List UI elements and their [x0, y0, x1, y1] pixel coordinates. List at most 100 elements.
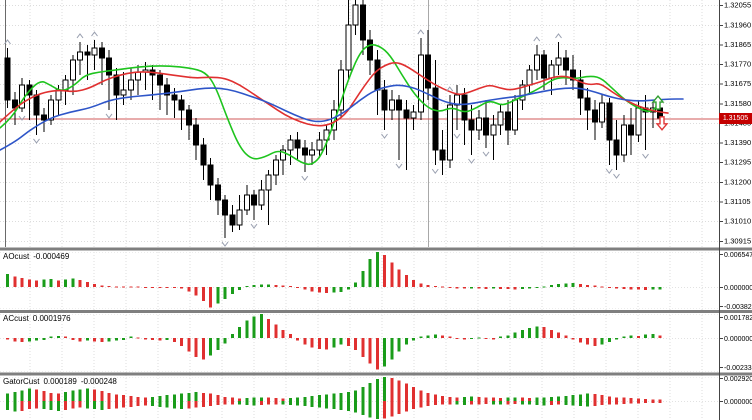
- histogram-bar: [607, 401, 611, 405]
- histogram-bar: [27, 279, 31, 287]
- bull-candle: [91, 47, 98, 56]
- histogram-bar: [658, 399, 662, 401]
- histogram-bar: [571, 395, 575, 401]
- histogram-bar: [6, 274, 9, 287]
- histogram-bar: [636, 335, 640, 338]
- bull-candle: [490, 124, 497, 136]
- histogram-bar: [578, 401, 582, 406]
- fractal-down-icon: [381, 133, 388, 139]
- histogram-bar: [448, 287, 452, 288]
- histogram-bar: [230, 401, 234, 405]
- histogram-bar: [542, 327, 546, 338]
- fractal-up-icon: [533, 36, 541, 42]
- histogram-bar: [317, 395, 321, 401]
- histogram-bar: [513, 287, 517, 290]
- histogram-bar: [35, 401, 38, 409]
- histogram-bar: [303, 401, 307, 406]
- histogram-bar: [310, 401, 314, 407]
- indicator-value: -0.000469: [33, 252, 70, 261]
- bear-candle: [200, 144, 207, 166]
- svg-text:1.31105: 1.31105: [724, 197, 751, 206]
- histogram-bar: [71, 401, 75, 409]
- histogram-bar: [252, 397, 256, 401]
- histogram-bar: [375, 378, 379, 401]
- histogram-bar: [368, 401, 372, 418]
- histogram-bar: [114, 286, 118, 288]
- bear-candle: [4, 57, 11, 101]
- histogram-bar: [194, 287, 198, 296]
- bear-candle: [222, 199, 228, 216]
- histogram-bar: [441, 396, 444, 401]
- indicator-histogram-aocust: [6, 252, 662, 308]
- histogram-bar: [288, 401, 292, 406]
- histogram-bar: [223, 396, 227, 401]
- histogram-bar: [644, 401, 647, 404]
- histogram-bar: [470, 396, 473, 401]
- histogram-bar: [404, 383, 408, 401]
- histogram-bar: [129, 336, 133, 338]
- histogram-bar: [230, 287, 234, 294]
- histogram-bar: [27, 388, 31, 401]
- histogram-bar: [64, 391, 67, 401]
- histogram-bar: [56, 401, 60, 411]
- bull-candle: [526, 69, 533, 86]
- histogram-bar: [644, 398, 647, 401]
- histogram-bar: [114, 338, 118, 341]
- histogram-bar: [542, 401, 546, 406]
- bull-candle: [258, 189, 265, 206]
- histogram-bar: [78, 280, 82, 287]
- histogram-bar: [296, 338, 299, 341]
- bull-candle: [120, 89, 127, 96]
- histogram-bar: [629, 398, 633, 401]
- bull-candle: [287, 139, 294, 151]
- histogram-bar: [470, 287, 473, 289]
- bear-candle: [562, 57, 569, 71]
- histogram-bar: [354, 390, 357, 401]
- svg-text:1.31675: 1.31675: [724, 79, 751, 88]
- histogram-bar: [303, 287, 307, 290]
- histogram-bar: [383, 377, 386, 401]
- histogram-bar: [615, 287, 618, 289]
- bear-candle: [229, 214, 236, 226]
- bull-candle: [236, 209, 243, 226]
- histogram-bar: [151, 286, 154, 288]
- histogram-bar: [549, 285, 553, 287]
- histogram-bar: [419, 336, 423, 338]
- histogram-bar: [325, 338, 328, 350]
- histogram-bar: [470, 338, 473, 339]
- histogram-bar: [317, 287, 321, 293]
- histogram-bar: [651, 401, 655, 404]
- fractal-down-icon: [18, 115, 26, 121]
- fractal-down-icon: [250, 223, 258, 229]
- histogram-bar: [20, 277, 24, 287]
- histogram-bar: [441, 401, 444, 405]
- histogram-bar: [267, 284, 270, 287]
- histogram-bar: [636, 401, 640, 404]
- histogram-bar: [571, 282, 575, 287]
- svg-text:0.0017827: 0.0017827: [724, 315, 752, 322]
- histogram-bar: [542, 286, 546, 288]
- histogram-bar: [397, 269, 401, 287]
- histogram-bar: [35, 280, 38, 287]
- histogram-bar: [397, 338, 401, 352]
- histogram-bar: [390, 338, 394, 360]
- bear-candle: [301, 147, 308, 156]
- alligator-teeth-line: [0, 61, 669, 127]
- bull-candle: [265, 174, 272, 191]
- histogram-bar: [607, 287, 611, 288]
- bull-candle: [345, 24, 352, 71]
- histogram-bar: [571, 401, 575, 406]
- candles: [4, 0, 663, 239]
- svg-text:1.31010: 1.31010: [724, 217, 751, 226]
- histogram-bar: [6, 393, 9, 401]
- histogram-bar: [397, 380, 401, 401]
- histogram-bar: [528, 327, 531, 338]
- histogram-bar: [462, 287, 466, 289]
- histogram-bar: [462, 338, 466, 340]
- histogram-bar: [42, 401, 46, 410]
- fractal-up-icon: [417, 29, 425, 35]
- histogram-bar: [651, 287, 655, 290]
- histogram-bar: [259, 401, 263, 406]
- histogram-bar: [165, 338, 169, 341]
- svg-text:1.31770: 1.31770: [724, 60, 751, 69]
